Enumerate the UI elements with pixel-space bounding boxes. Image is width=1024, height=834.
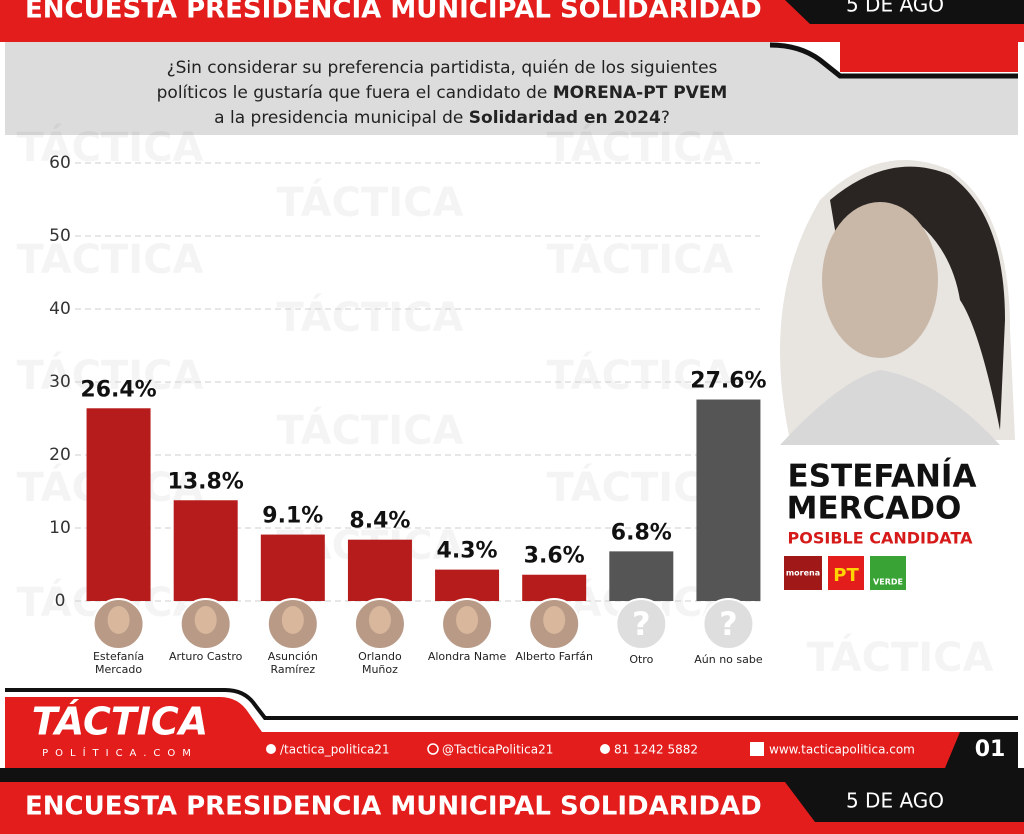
banner-stripe — [769, 42, 1018, 79]
brand: TÁCTICA — [32, 700, 208, 744]
x-tick-label: Arturo Castro — [169, 650, 243, 663]
unknown-icon: ? — [719, 605, 738, 643]
separator — [0, 768, 1024, 782]
watermark: TÁCTICA — [277, 406, 464, 454]
candidate-subtitle: POSIBLE CANDIDATA — [788, 529, 974, 548]
question-text: MORENA-PT PVEM — [553, 83, 728, 103]
question-line: ¿Sin considerar su preferencia partidist… — [167, 58, 718, 78]
x-tick-label: Otro — [629, 653, 654, 666]
header-date: 5 DE AGO — [846, 789, 944, 813]
header-title: ENCUESTA PRESIDENCIA MUNICIPAL SOLIDARID… — [25, 792, 762, 822]
bar — [609, 551, 674, 601]
watermark: TÁCTICA — [547, 351, 734, 399]
candidate-name: MERCADO — [787, 491, 962, 527]
candidate-portrait — [780, 160, 1015, 445]
avatar — [702, 598, 755, 650]
bar — [86, 408, 151, 601]
y-tick-label: 60 — [49, 153, 71, 173]
question-text: Solidaridad en 2024 — [469, 108, 661, 128]
avatar-face — [368, 606, 391, 634]
party-logo — [784, 556, 822, 590]
question-line: políticos le gustaría que fuera el candi… — [157, 83, 728, 103]
party-name: VERDE — [873, 578, 903, 587]
header-date: 5 DE AGO — [846, 0, 944, 17]
candidate-name: ESTEFANÍA — [788, 459, 977, 495]
watermark: TÁCTICA — [277, 293, 464, 341]
bar-chart: 0 10 20 30 40 50 60 26.4% 13.8% 9.1% 8.4% 4.3% 3.6% 6… — [49, 153, 767, 650]
y-tick-label: 10 — [49, 518, 71, 538]
avatar-face — [456, 606, 479, 634]
question-text: ¿Sin considerar su preferencia partidist… — [167, 58, 718, 78]
watermark: TÁCTICA — [547, 123, 734, 171]
question-text: políticos le gustaría que fuera el candi… — [157, 83, 553, 103]
header-title: ENCUESTA PRESIDENCIA MUNICIPAL SOLIDARID… — [25, 0, 762, 25]
watermark: TÁCTICA — [547, 235, 734, 283]
question-text: a la presidencia municipal de — [214, 108, 469, 128]
banner-red — [840, 42, 1018, 72]
value-label: 3.6% — [524, 544, 585, 569]
instagram: @TacticaPolitica21 — [442, 743, 553, 757]
value-label: 13.8% — [168, 469, 244, 494]
value-label: 8.4% — [349, 509, 410, 534]
bar — [347, 539, 412, 601]
y-tick-label: 0 — [55, 591, 66, 611]
bar — [260, 534, 325, 601]
avatar-face — [281, 606, 304, 634]
value-label: 6.8% — [611, 520, 672, 545]
phone: 81 1242 5882 — [614, 743, 698, 757]
footer-stripe — [5, 688, 1018, 720]
party-logo — [870, 556, 906, 590]
bar — [435, 569, 500, 601]
watermark: TÁCTICA — [807, 633, 994, 681]
question-line: a la presidencia municipal de Solidarida… — [214, 108, 670, 128]
y-tick-label: 30 — [49, 372, 71, 392]
watermark: TÁCTICA — [277, 178, 464, 226]
date-box — [785, 0, 1024, 24]
phone-icon — [600, 744, 610, 754]
question-banner — [5, 42, 1018, 135]
instagram-icon — [427, 743, 439, 755]
question: ¿Sin considerar su preferencia partidist… — [157, 58, 728, 128]
web-icon — [750, 742, 764, 756]
x-tick-label: Asunción Ramírez — [267, 650, 318, 676]
bar — [696, 399, 761, 601]
page-number: 01 — [975, 737, 1006, 762]
value-label: 9.1% — [262, 504, 323, 529]
facebook-icon — [266, 744, 276, 754]
y-tick-label: 50 — [49, 226, 71, 246]
unknown-icon: ? — [632, 605, 651, 643]
party-name: morena — [786, 569, 820, 578]
watermark: TÁCTICA — [17, 123, 204, 171]
x-tick-label: Estefanía Mercado — [92, 650, 145, 676]
x-tick-label: Orlando Muñoz — [358, 650, 402, 676]
y-tick-label: 20 — [49, 445, 71, 465]
value-label: 4.3% — [437, 539, 498, 564]
value-label: 27.6% — [690, 369, 766, 394]
value-label: 26.4% — [80, 377, 156, 402]
avatar-face — [107, 606, 130, 634]
x-tick-label: Alberto Farfán — [515, 650, 593, 663]
avatar — [615, 598, 668, 650]
avatar-face — [194, 606, 217, 634]
x-tick-label: Alondra Name — [427, 650, 507, 663]
watermark: TÁCTICA — [17, 351, 204, 399]
bar — [522, 574, 587, 601]
avatar-face — [543, 606, 566, 634]
bar — [173, 500, 238, 601]
footer-band — [5, 697, 1018, 768]
brand-sub: POLÍTICA.COM — [42, 746, 198, 759]
party-logo — [828, 556, 864, 590]
facebook: /tactica_politica21 — [280, 743, 390, 757]
watermark: TÁCTICA — [17, 235, 204, 283]
question-text: ? — [661, 108, 670, 128]
web: www.tacticapolitica.com — [769, 743, 915, 757]
page-box — [945, 732, 1018, 768]
y-tick-label: 40 — [49, 299, 71, 319]
x-tick-label: Aún no sabe — [694, 653, 763, 666]
date-box — [785, 782, 1024, 822]
party-name: PT — [833, 565, 859, 586]
